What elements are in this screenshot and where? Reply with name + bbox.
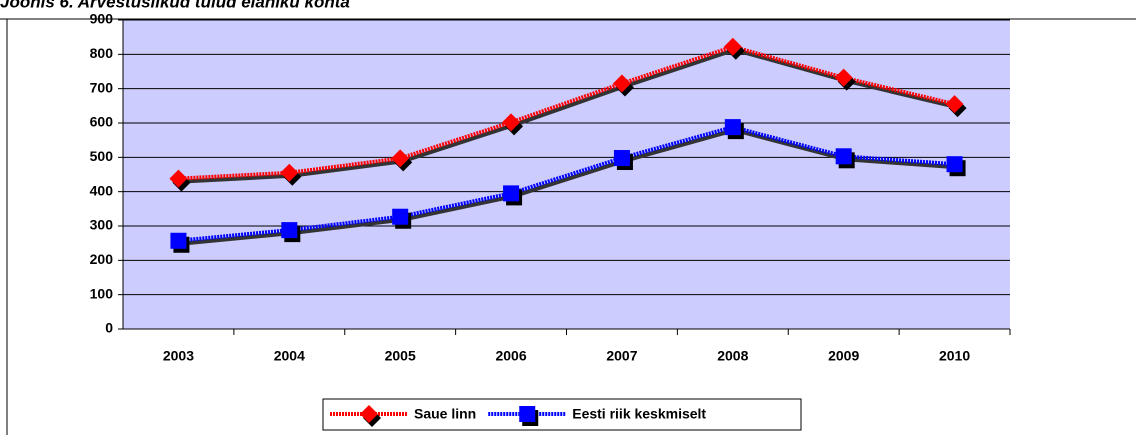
x-tick-label: 2010	[939, 348, 970, 364]
marker	[945, 95, 964, 114]
x-tick-label: 2004	[274, 348, 305, 364]
marker	[360, 405, 378, 423]
marker	[281, 222, 298, 239]
marker	[391, 149, 410, 168]
y-tick-label: 0	[105, 320, 113, 336]
marker	[834, 68, 853, 87]
y-tick-label: 600	[90, 114, 114, 130]
legend-label: Saue linn	[414, 406, 476, 422]
legend-label: Eesti riik keskmiselt	[572, 406, 706, 422]
marker	[169, 169, 188, 188]
y-tick-label: 100	[90, 285, 114, 301]
y-tick-label: 500	[90, 148, 114, 164]
marker	[503, 185, 520, 202]
y-tick-label: 800	[90, 45, 114, 61]
y-tick-label: 200	[90, 251, 114, 267]
marker	[835, 148, 852, 165]
marker	[170, 232, 187, 249]
y-tick-label: 900	[90, 11, 114, 27]
series-line	[178, 44, 956, 181]
y-tick-label: 300	[90, 217, 114, 233]
y-tick-label: 400	[90, 182, 114, 198]
x-tick-label: 2008	[717, 348, 748, 364]
marker	[612, 74, 631, 93]
marker	[392, 208, 409, 225]
x-tick-label: 2007	[606, 348, 637, 364]
marker	[280, 163, 299, 182]
marker	[723, 37, 742, 56]
chart-title: Joonis 6. Arvestuslikud tulud elaniku ko…	[0, 0, 350, 11]
x-tick-label: 2006	[495, 348, 526, 364]
marker	[724, 119, 741, 136]
marker	[502, 113, 521, 132]
line-shadow	[180, 128, 957, 246]
legend: Saue linn Eesti riik keskmiselt	[322, 398, 802, 431]
series-line	[178, 125, 955, 243]
marker	[519, 406, 536, 422]
x-tick-label: 2003	[163, 348, 194, 364]
marker	[613, 150, 630, 167]
y-tick-label: 700	[90, 79, 114, 95]
line-shadow	[180, 47, 958, 184]
marker	[946, 156, 963, 173]
x-tick-label: 2005	[385, 348, 416, 364]
x-tick-label: 2009	[828, 348, 859, 364]
